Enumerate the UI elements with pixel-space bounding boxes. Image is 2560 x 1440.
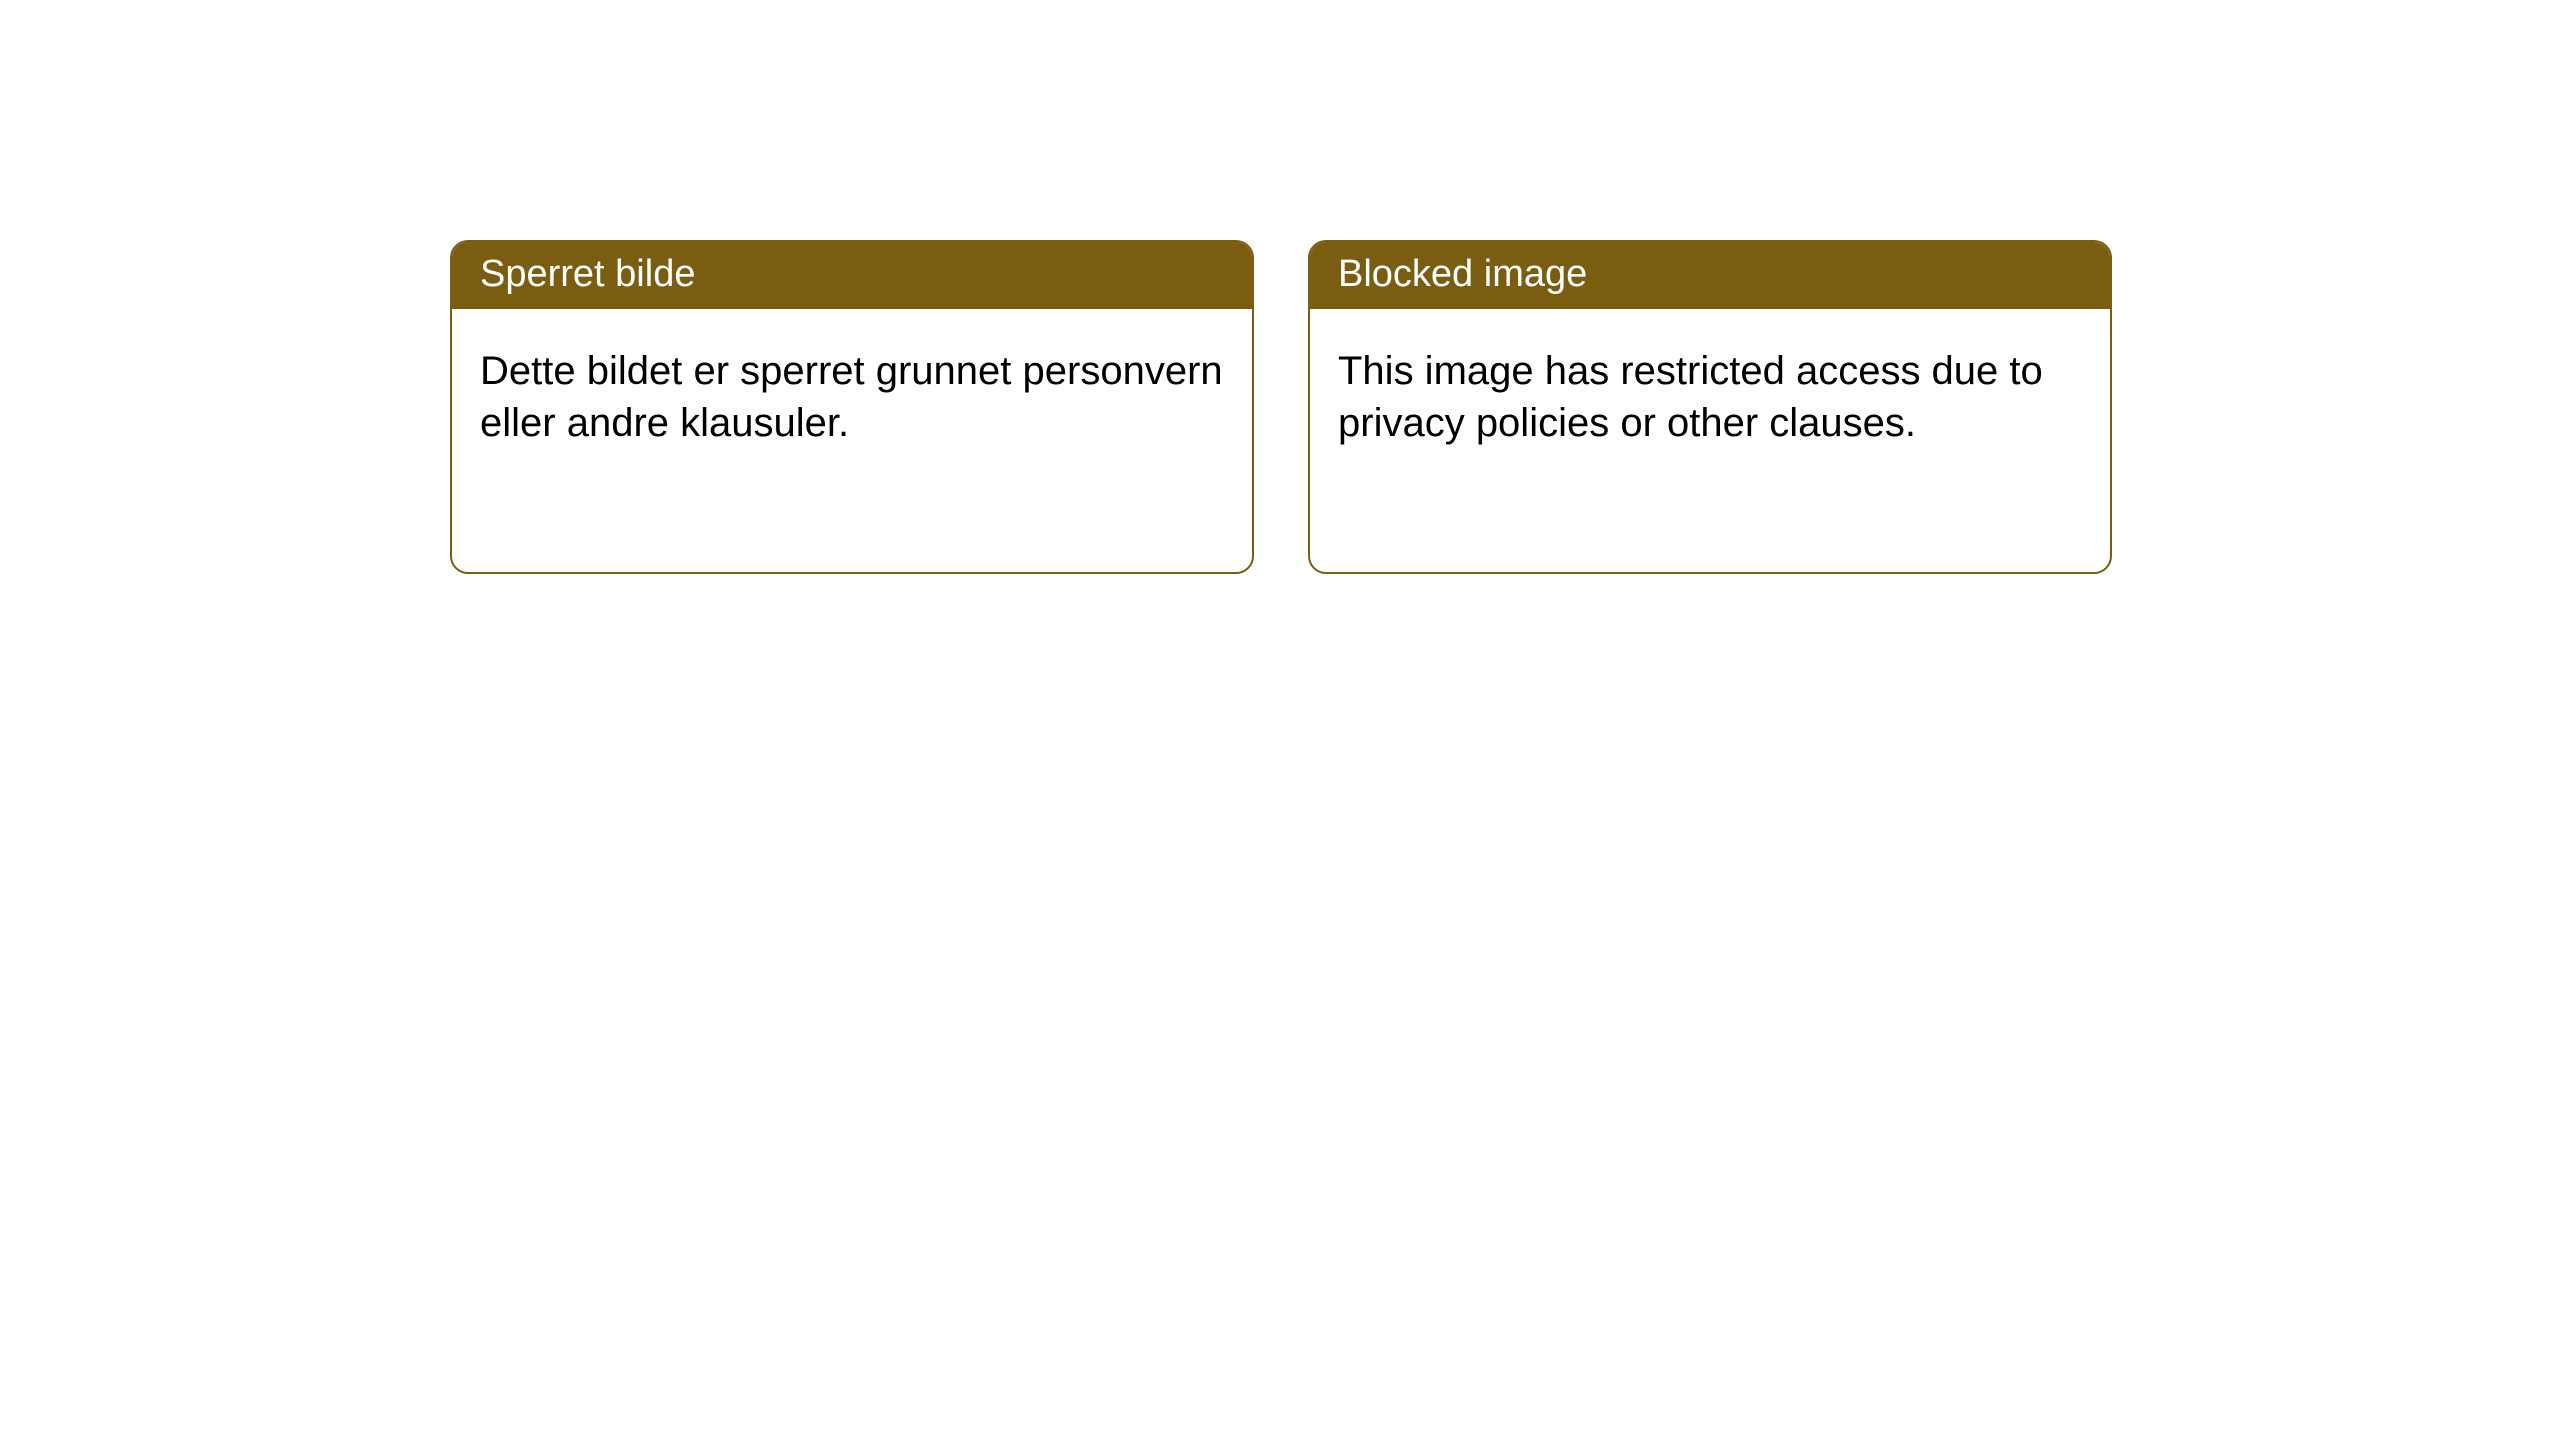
notice-cards-container: Sperret bilde Dette bildet er sperret gr… [0, 0, 2560, 574]
notice-body: Dette bildet er sperret grunnet personve… [452, 309, 1252, 485]
notice-body-text: Dette bildet er sperret grunnet personve… [480, 349, 1223, 445]
notice-title: Sperret bilde [480, 253, 695, 295]
notice-card-norwegian: Sperret bilde Dette bildet er sperret gr… [450, 240, 1254, 574]
notice-body-text: This image has restricted access due to … [1338, 349, 2043, 445]
notice-title: Blocked image [1338, 253, 1587, 295]
notice-header: Blocked image [1310, 242, 2110, 309]
notice-body: This image has restricted access due to … [1310, 309, 2110, 485]
notice-card-english: Blocked image This image has restricted … [1308, 240, 2112, 574]
notice-header: Sperret bilde [452, 242, 1252, 309]
